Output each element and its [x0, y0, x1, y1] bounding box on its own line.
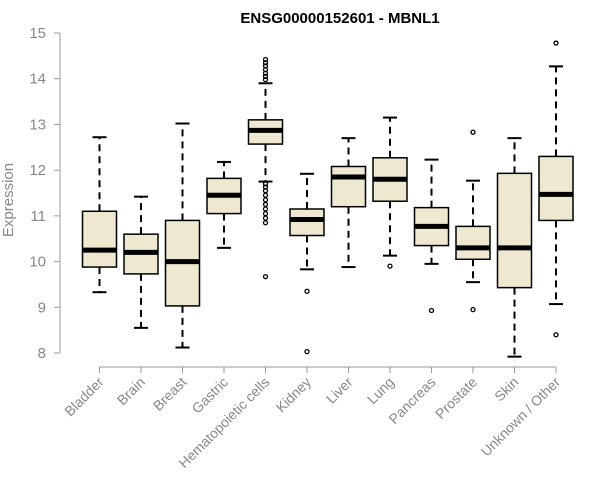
outlier-point [262, 210, 269, 217]
outlier-point [262, 181, 269, 187]
box-gastric [206, 160, 242, 249]
x-tick-label: Bladder [61, 374, 107, 420]
outlier-point [262, 60, 269, 66]
x-tick-label: Liver [323, 374, 356, 407]
outlier-point [262, 220, 269, 226]
outlier-point [304, 288, 310, 294]
x-tick-label: Lung [364, 374, 397, 407]
y-tick-label: 11 [30, 208, 46, 225]
outlier-point [262, 197, 269, 203]
outlier-point [262, 56, 269, 63]
y-tick-label: 13 [29, 116, 46, 133]
y-tick-label: 14 [29, 71, 46, 88]
outlier-point [262, 184, 269, 190]
box-prostate [455, 129, 491, 313]
outlier-point [553, 40, 559, 46]
chart-title: ENSG00000152601 - MBNL1 [240, 10, 439, 27]
y-tick-label: 8 [38, 345, 46, 362]
outlier-point [470, 306, 476, 313]
box-iqr [330, 165, 367, 208]
box-iqr [455, 225, 491, 261]
outlier-point [428, 307, 435, 314]
x-tick-label: Unknown / Other [478, 374, 564, 460]
outlier-point [262, 63, 269, 69]
y-tick-label: 10 [29, 254, 46, 271]
x-tick-label: Kidney [273, 374, 315, 416]
y-axis: 8 9 10 11 12 13 14 15 [29, 25, 61, 362]
outlier-point [262, 76, 269, 83]
plot-area [81, 40, 574, 358]
y-tick-label: 9 [38, 299, 46, 316]
outlier-point [387, 263, 393, 269]
box-kidney [289, 172, 325, 355]
box-iqr [496, 172, 533, 289]
outlier-point [553, 332, 559, 338]
outlier-point [262, 206, 269, 212]
outlier-point [262, 192, 269, 198]
y-tick-label: 15 [29, 25, 46, 42]
box-unknown-other [538, 40, 574, 338]
box-pancreas [413, 158, 450, 314]
box-iqr [81, 210, 118, 268]
box-bladder [81, 136, 118, 294]
x-tick-label: Prostate [432, 374, 480, 422]
x-tick-label: Skin [491, 374, 522, 405]
box-iqr [289, 208, 325, 237]
box-skin [496, 137, 533, 358]
box-liver [330, 137, 367, 269]
y-axis-label: Expression [0, 163, 17, 237]
outlier-point [262, 73, 269, 80]
x-tick-label: Breast [150, 374, 190, 414]
box-lung [372, 116, 408, 269]
x-tick-label: Brain [114, 374, 148, 408]
outlier-point [304, 348, 310, 355]
box-brain [123, 195, 159, 329]
outlier-point [470, 129, 476, 135]
box-iqr [538, 155, 574, 222]
box-breast [164, 122, 201, 349]
outlier-point [262, 274, 269, 280]
outlier-point [262, 201, 269, 208]
y-tick-label: 12 [29, 162, 46, 179]
outlier-point [262, 215, 269, 221]
box-hematopoietic-cells [247, 56, 284, 280]
